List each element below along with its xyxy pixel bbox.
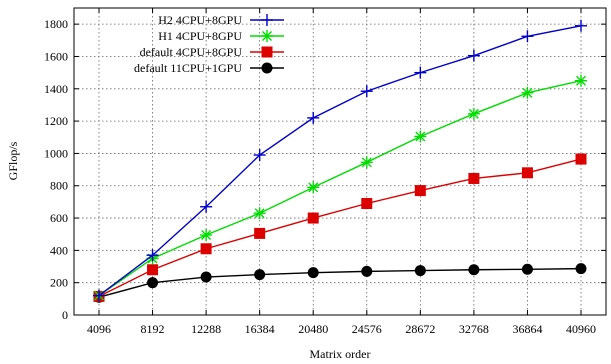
series-line (98, 158, 582, 298)
data-point (467, 49, 480, 62)
data-point (575, 19, 587, 32)
y-tick-label: 1200 (44, 114, 68, 128)
data-point (467, 107, 480, 120)
series-h2-4cpu-8gpu (93, 19, 587, 302)
data-point (360, 85, 373, 98)
data-point (253, 207, 266, 220)
series-line (98, 267, 582, 298)
data-point (93, 289, 105, 302)
data-point (254, 227, 266, 239)
series-layer (93, 19, 587, 303)
data-point (200, 200, 213, 213)
data-point (361, 265, 373, 277)
legend-marker (261, 14, 273, 26)
data-point (468, 264, 480, 276)
legend-label: default 4CPU+8GPU (140, 45, 243, 59)
data-point (360, 156, 373, 169)
data-point (200, 271, 212, 283)
y-tick-label: 800 (50, 179, 68, 193)
data-point (414, 130, 427, 143)
data-point (414, 66, 427, 79)
grid (74, 8, 606, 315)
legend-label: H2 4CPU+8GPU (158, 13, 242, 27)
legend-entry: H1 4CPU+8GPU (158, 29, 284, 43)
legend-entry: H2 4CPU+8GPU (158, 13, 284, 27)
x-tick-label: 36864 (512, 322, 542, 336)
data-point (307, 267, 319, 279)
data-point (200, 229, 213, 242)
series-default-4cpu-8gpu (93, 153, 587, 302)
y-tick-label: 1600 (44, 49, 68, 63)
data-point (575, 263, 587, 275)
data-point (307, 212, 319, 224)
data-point (521, 167, 533, 179)
data-point (521, 30, 534, 43)
legend-label: H1 4CPU+8GPU (158, 29, 242, 43)
data-point (521, 86, 534, 99)
y-tick-label: 600 (50, 211, 68, 225)
plot-frame (73, 7, 607, 316)
legend-label: default 11CPU+1GPU (134, 61, 242, 75)
data-point (254, 269, 266, 281)
data-point (414, 185, 426, 197)
y-tick-label: 400 (50, 243, 68, 257)
data-point (414, 265, 426, 277)
legend-marker (261, 62, 273, 74)
x-tick-label: 4096 (87, 322, 111, 336)
legend-entry: default 4CPU+8GPU (140, 45, 284, 59)
legend-marker (261, 30, 273, 42)
data-point (307, 181, 320, 194)
data-point (361, 198, 373, 210)
series-line (98, 25, 582, 297)
x-tick-label: 20480 (298, 322, 328, 336)
x-axis-title: Matrix order (310, 347, 371, 361)
x-tick-label: 28672 (405, 322, 435, 336)
axis-ticks: 0 200 400 600 800 1000 1200 1400 1600 1800 4096 819… (44, 8, 606, 336)
data-point (521, 263, 533, 275)
data-point (147, 264, 159, 276)
y-tick-label: 200 (50, 276, 68, 290)
series-line (98, 80, 582, 297)
x-tick-label: 32768 (459, 322, 489, 336)
data-point (147, 277, 159, 289)
data-point (575, 74, 587, 87)
x-tick-label: 12288 (191, 322, 221, 336)
x-tick-label: 8192 (141, 322, 165, 336)
data-point (146, 249, 159, 262)
x-tick-label: 40960 (566, 322, 596, 336)
data-point (253, 149, 266, 162)
y-tick-label: 1000 (44, 146, 68, 160)
legend-marker (261, 46, 273, 58)
data-point (468, 172, 480, 184)
legend-entry: default 11CPU+1GPU (134, 61, 284, 75)
x-tick-label: 16384 (245, 322, 275, 336)
y-axis-title: GFlop/s (6, 141, 20, 180)
data-point (200, 243, 212, 255)
y-tick-label: 1400 (44, 82, 68, 96)
y-tick-label: 1800 (44, 17, 68, 31)
series-h1-4cpu-8gpu (93, 74, 587, 302)
y-tick-label: 0 (62, 308, 68, 322)
legend: H2 4CPU+8GPU H1 4CPU+8GPU default 4CPU+8GP… (134, 13, 284, 75)
data-point (575, 153, 587, 165)
data-point (307, 111, 320, 124)
x-tick-label: 24576 (352, 322, 382, 336)
